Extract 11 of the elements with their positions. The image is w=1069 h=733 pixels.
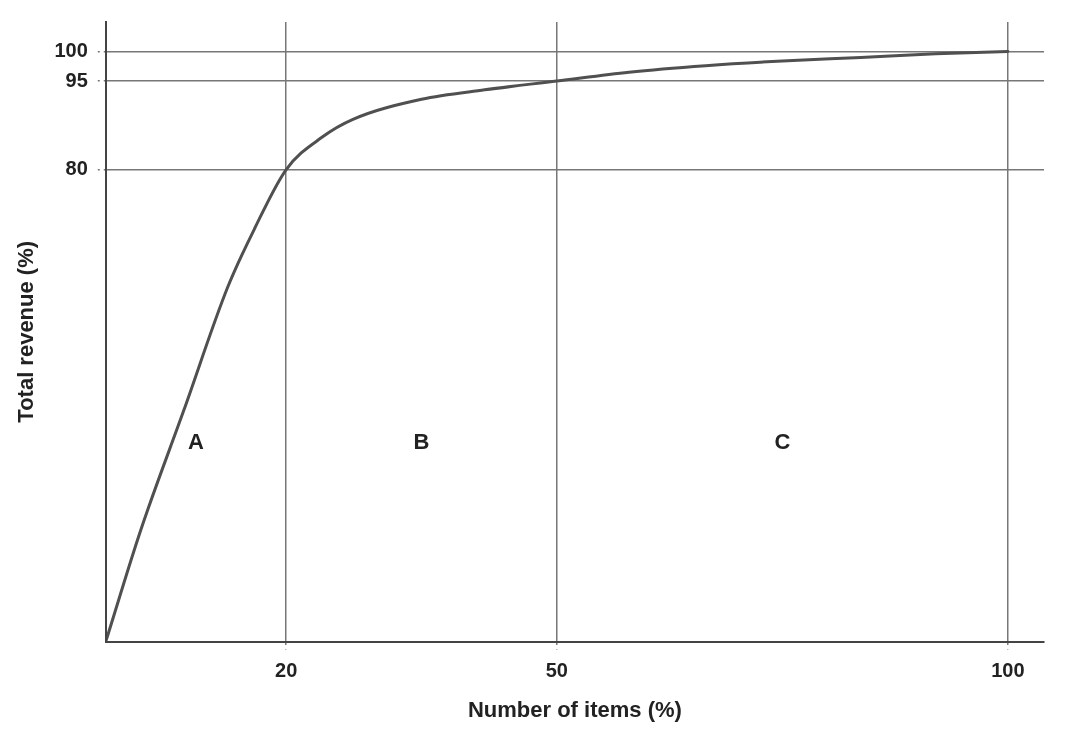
annotation: B [413, 429, 430, 455]
x-axis-title: Number of items (%) [467, 696, 682, 722]
x-tick-label: 20 [275, 659, 298, 682]
x-tick-label: 100 [991, 659, 1025, 682]
annotation: C [774, 429, 791, 455]
y-tick-label: 80 [65, 157, 88, 180]
y-tick-label: 95 [65, 68, 88, 91]
x-tick-label: 50 [545, 659, 568, 682]
annotation: A [188, 429, 205, 455]
y-axis-title: Total revenue (%) [13, 240, 39, 423]
y-tick-label: 100 [54, 39, 88, 62]
